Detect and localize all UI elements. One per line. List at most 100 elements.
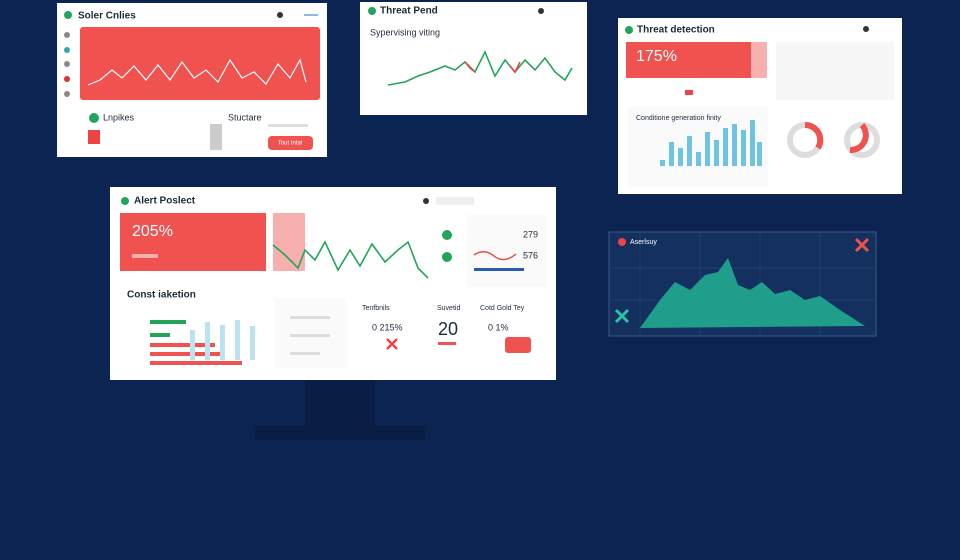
label: Cotd Gold Tey [480, 305, 525, 312]
shape-rect [150, 320, 186, 324]
shape-rect [250, 326, 255, 360]
shape-rect [360, 2, 587, 115]
shape-rect [757, 142, 762, 166]
shape-rect [304, 14, 318, 16]
shape-circle [423, 198, 429, 204]
shape-rect [438, 342, 456, 345]
shape-polyline [387, 50, 573, 86]
shape-rect [751, 42, 767, 78]
shape-circle [538, 8, 544, 14]
shape-rect [88, 130, 100, 144]
shape-polyline [464, 61, 476, 73]
shape-circle [442, 252, 452, 262]
label: Const iaketion [127, 290, 196, 301]
shape-rect [723, 128, 728, 166]
shape-polyline [272, 240, 429, 279]
shape-rect [732, 124, 737, 166]
shape-polyline [509, 61, 521, 74]
shape-circle [64, 32, 70, 38]
shape-g [150, 320, 255, 365]
label: 20 [438, 319, 458, 339]
shape-circle [277, 12, 283, 18]
label: 279 [523, 229, 538, 239]
shape-rect [660, 160, 665, 166]
shape-rect [714, 140, 719, 166]
shape-path [804, 121, 824, 150]
shape-circle [64, 76, 70, 82]
label: 205% [132, 223, 173, 240]
label: Suvetid [437, 305, 460, 312]
shape-path [640, 258, 865, 328]
shape-rect [255, 426, 425, 440]
shape-path [849, 122, 869, 153]
shape-rect [305, 380, 375, 428]
shape-rect [273, 213, 305, 271]
shape-path [854, 237, 870, 253]
shape-rect [669, 142, 674, 166]
label: Soler Cnlies [78, 11, 136, 22]
shape-circle [442, 230, 452, 240]
label: 0 215% [372, 322, 403, 332]
shape-rect [626, 42, 751, 78]
shape-path [386, 338, 398, 350]
shape-rect [466, 215, 546, 287]
shape-circle [121, 197, 129, 205]
label: Lnpikes [103, 112, 135, 122]
shape-rect [678, 148, 683, 166]
shape-rect [436, 197, 474, 205]
shape-rect [190, 330, 195, 360]
shape-rect [268, 136, 313, 150]
shape-rect [290, 316, 330, 319]
shape-g [660, 120, 762, 166]
shape-rect [274, 298, 346, 368]
shape-path [614, 308, 630, 324]
label: Stuctare [228, 112, 262, 122]
shape-circle [618, 238, 626, 246]
shape-circle [368, 7, 376, 15]
shape-circle [863, 26, 869, 32]
shape-rect [205, 322, 210, 360]
shape-rect [750, 120, 755, 166]
shape-circle [89, 113, 99, 123]
shape-rect [687, 136, 692, 166]
label: Conditione generation finity [636, 115, 721, 122]
label: Threat detection [637, 25, 715, 36]
shape-rect [696, 152, 701, 166]
label: Tenfbnils [362, 305, 390, 312]
shape-rect [776, 42, 894, 100]
shape-path [473, 251, 517, 261]
label: Sypervising viting [370, 27, 440, 37]
shape-rect [705, 132, 710, 166]
shape-rect [474, 268, 524, 271]
label: Threat Pend [380, 6, 438, 17]
label: Aserlsuy [630, 239, 657, 246]
shape-rect [505, 337, 531, 353]
shape-rect [120, 213, 266, 271]
shape-rect [210, 124, 222, 150]
label: Alert Poslect [134, 196, 196, 207]
shape-rect [150, 352, 225, 356]
shape-circle [64, 61, 70, 67]
shape-rect [235, 320, 240, 360]
shape-rect [290, 352, 320, 355]
shape-rect [685, 90, 693, 95]
label: 0 1% [488, 322, 509, 332]
shape-rect [150, 343, 215, 347]
shape-rect [80, 27, 320, 100]
shape-rect [290, 334, 330, 337]
shape-circle [625, 26, 633, 34]
label: Tout Intal [278, 141, 302, 147]
label: 576 [523, 250, 538, 260]
shape-rect [220, 325, 225, 360]
shape-rect [132, 254, 158, 258]
shape-polyline [87, 58, 307, 86]
shape-circle [64, 91, 70, 97]
shape-rect [741, 130, 746, 166]
label: 175% [636, 48, 677, 65]
shape-rect [150, 361, 242, 365]
shape-circle [64, 47, 70, 53]
shape-circle [64, 11, 72, 19]
